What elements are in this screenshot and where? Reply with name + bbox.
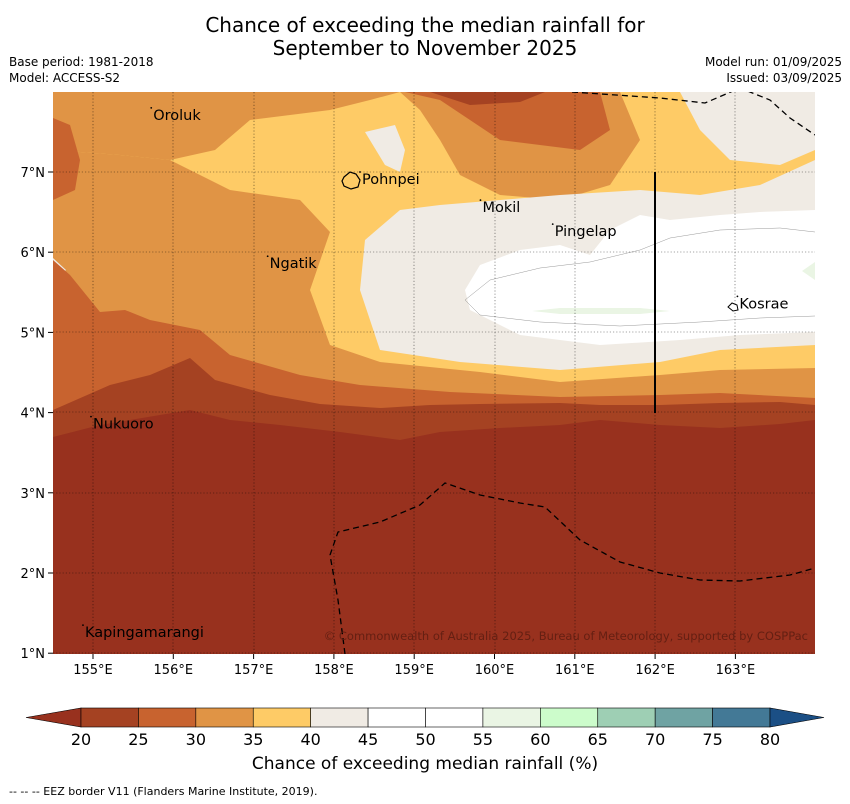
colorbar-tick-label: 35 [243, 730, 263, 749]
title-line-2: September to November 2025 [272, 36, 578, 60]
colorbar-tick-label: 65 [588, 730, 608, 749]
lat-tick-label: 2°N [21, 567, 46, 582]
gridlines [53, 92, 815, 654]
colorbar-segment [540, 707, 599, 728]
colorbar-segment [425, 707, 484, 728]
zone-55-60-patch [532, 308, 670, 314]
pohnpei-island-shape [341, 171, 361, 190]
place-dot [82, 624, 84, 627]
lon-tick-label: 161°E [555, 663, 595, 678]
zone-25-30-north [405, 92, 610, 150]
model-name: Model: ACCESS-S2 [9, 71, 121, 85]
colorbar-tick-label: 75 [702, 730, 722, 749]
zone-25-30-northwest [53, 118, 80, 200]
colorbar-under-arrow [25, 707, 82, 728]
colorbar-segment [138, 707, 197, 728]
place-dot [479, 199, 482, 202]
contour-50 [464, 227, 815, 327]
kosrae-island-shape [727, 302, 739, 312]
colorbar-segment [195, 707, 254, 728]
colorbar-segment [712, 707, 771, 728]
copyright-notice: © Commonwealth of Australia 2025, Bureau… [324, 629, 808, 643]
colorbar-segment [597, 707, 656, 728]
colorbar-segment [367, 707, 426, 728]
colorbar-segment [310, 707, 369, 728]
lon-tick-label: 156°E [154, 663, 194, 678]
lon-tick-label: 163°E [716, 663, 756, 678]
rainfall-map: Oroluk Pohnpei Mokil Pingelap Ngatik Kosrae Nu… [21, 92, 815, 678]
map-title: Chance of exceeding the median rainfall … [0, 14, 850, 60]
colorbar-tick-label: 70 [645, 730, 665, 749]
issued-date: Issued: 03/09/2025 [726, 71, 842, 85]
place-label: Kosrae [739, 296, 788, 312]
colorbar-tick-label: 55 [473, 730, 493, 749]
colorbar-tick-label: 20 [71, 730, 91, 749]
place-label: Pohnpei [362, 172, 420, 188]
zone-40-45-northeast [680, 92, 815, 165]
lat-tick-label: 4°N [21, 407, 46, 422]
zone-20-25-north [430, 92, 545, 105]
colorbar-segment [482, 707, 541, 728]
zone-55-60-east [802, 262, 815, 280]
lon-tick-label: 162°E [635, 663, 675, 678]
place-dot [266, 255, 269, 258]
longitude-ticks: 155°E 156°E 157°E 158°E 159°E 160°E 161°E 162°E… [73, 654, 755, 678]
colorbar-tick-label: 25 [128, 730, 148, 749]
base-info: Base period: 1981-2018 Model: ACCESS-S2 [9, 54, 154, 86]
colorbar-label: Chance of exceeding median rainfall (%) [251, 754, 599, 774]
model-run: Model run: 01/09/2025 [704, 55, 842, 69]
lat-tick-label: 3°N [21, 487, 46, 502]
colorbar-tick-label: 45 [358, 730, 378, 749]
place-label: Kapingamarangi [85, 625, 204, 641]
colorbar-tick-label: 50 [415, 730, 435, 749]
lat-tick-label: 5°N [21, 326, 46, 341]
eez-border-north [571, 92, 815, 136]
place-dot [150, 106, 153, 109]
colorbar-segment [252, 707, 311, 728]
place-label: Pingelap [555, 224, 617, 240]
colorbar-tick-label: 80 [760, 730, 780, 749]
lat-tick-label: 1°N [21, 647, 46, 662]
zone-below-20 [53, 410, 815, 654]
title-line-1: Chance of exceeding the median rainfall … [205, 13, 645, 37]
lon-tick-label: 159°E [394, 663, 434, 678]
lon-tick-label: 158°E [314, 663, 354, 678]
colorbar-segments: 20 25 30 35 40 45 50 55 60 65 70 75 80 [25, 707, 825, 749]
lat-tick-label: 7°N [21, 166, 46, 181]
eez-footnote: -- -- -- EEZ border V11 (Flanders Marine… [9, 785, 318, 798]
place-label: Ngatik [270, 256, 318, 272]
colorbar-segment [654, 707, 713, 728]
lon-tick-label: 157°E [234, 663, 274, 678]
lat-tick-label: 6°N [21, 246, 46, 261]
latitude-ticks: 1°N 2°N 3°N 4°N 5°N 6°N 7°N [21, 166, 53, 662]
place-label: Nukuoro [93, 417, 154, 433]
colorbar-over-arrow [769, 707, 825, 728]
lon-tick-label: 155°E [73, 663, 113, 678]
place-dot [736, 295, 739, 298]
place-markers: Oroluk Pohnpei Mokil Pingelap Ngatik Kosrae Nu… [82, 106, 788, 641]
base-period: Base period: 1981-2018 [9, 55, 154, 69]
place-dot [551, 223, 554, 226]
place-dot [90, 415, 92, 418]
zone-30-35-north [53, 92, 400, 160]
colorbar-tick-label: 30 [186, 730, 206, 749]
eez-border-south [329, 482, 815, 654]
place-label: Oroluk [153, 108, 201, 124]
colorbar-tick-label: 40 [300, 730, 320, 749]
lon-tick-label: 160°E [475, 663, 515, 678]
run-info: Model run: 01/09/2025 Issued: 03/09/2025 [705, 54, 842, 86]
place-dot [359, 171, 361, 173]
zone-40-45-north-patch [365, 125, 405, 172]
colorbar-tick-label: 60 [530, 730, 550, 749]
colorbar-segment [80, 707, 139, 728]
place-label: Mokil [482, 200, 520, 216]
